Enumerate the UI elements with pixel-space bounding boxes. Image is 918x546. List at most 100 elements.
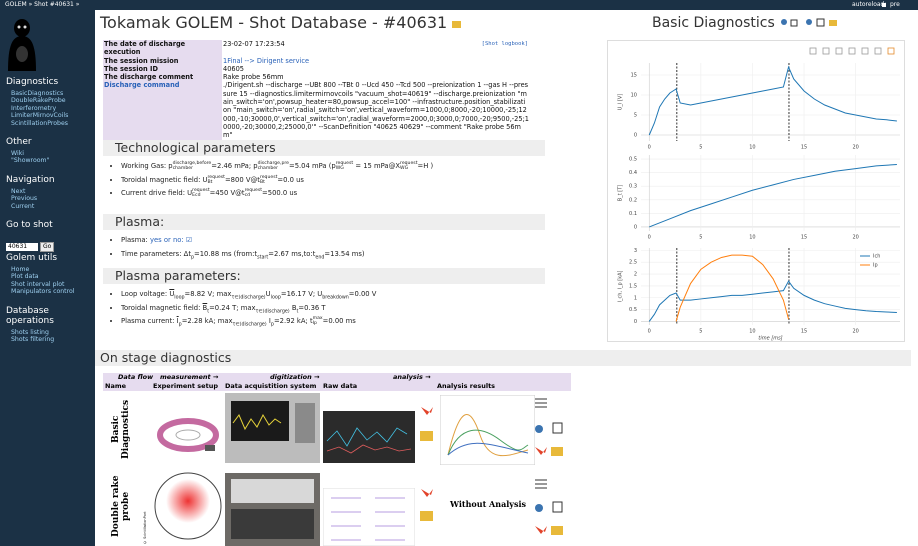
subscript: chamber [173,166,212,171]
x-axis-label: time [ms] [758,336,782,342]
column-header: Analysis results [437,382,495,391]
modebar-button[interactable] [810,48,816,54]
x-tick-label: 0 [648,235,651,241]
flow-label: measurement → [160,373,218,382]
subscript: Bt [208,180,225,185]
y-tick-label: 2.5 [629,260,637,266]
go-button[interactable]: Go [40,242,54,252]
x-tick-label: 20 [852,329,858,335]
modebar-button[interactable] [836,48,842,54]
info-label: The date of discharge execution [103,40,222,57]
sidebar-link[interactable]: Shot interval plot [11,281,95,288]
text: =0.00 ms [323,317,356,325]
text: B [290,304,297,312]
setup-image [153,466,223,546]
text: =H ) [418,162,434,170]
text: Current drive field: U [121,189,192,197]
row-name: Basic Diagnostics [111,393,141,465]
x-tick-label: 10 [749,145,755,151]
info-label: The session ID [103,65,222,73]
shot-input[interactable]: 40631 [6,243,38,251]
series-line [649,165,897,227]
info-value: Rake probe 56mm [222,73,530,81]
sidebar-link[interactable]: Plot data [11,273,95,280]
section-heading: Plasma parameters: [103,268,545,284]
bullet-list: Working Gas: pdischarge,beforechamber=2.… [103,160,433,201]
x-tick-label: 5 [699,329,702,335]
x-tick-label: 20 [852,235,858,241]
folder-icon[interactable] [452,21,461,28]
sidebar-link[interactable]: Manipulators control [11,288,95,295]
text: =0.00 V [349,290,377,298]
text[interactable]: yes or no: ☑ [150,236,192,244]
sidebar-link[interactable]: Shots listing [11,329,95,336]
image-credit: © ScintillationPort [143,475,147,544]
sidebar-link[interactable]: Previous [11,195,95,202]
sidebar-link[interactable]: Interferometry [11,105,95,112]
modebar-button[interactable] [875,48,881,54]
modebar-button[interactable] [862,48,868,54]
sup-sub: requestBt [260,175,277,185]
action-icons[interactable] [533,395,571,465]
subscript: τ∈⟨discharge⟩ [256,309,290,314]
y-tick-label: 0.2 [629,197,637,203]
sup-sub: discharge,prechamber [258,161,289,171]
y-tick-label: 1 [634,295,637,301]
text: Plasma: [121,236,150,244]
text: =500.0 us [262,189,297,197]
info-row: The discharge commentRake probe 56mm [103,73,530,81]
modebar-button[interactable] [888,48,894,54]
sidebar-link[interactable]: Shots filtering [11,336,95,343]
modebar-button[interactable] [823,48,829,54]
subscript: WG [400,166,417,171]
sidebar-link[interactable]: DoubleRakeProbe [11,97,95,104]
bullet-item: Toroidal magnetic field: Bt=0.24 T; maxτ… [121,302,376,316]
text: =0.36 T [298,304,325,312]
bullet-item: Plasma: yes or no: ☑ [121,234,365,248]
source-icons[interactable] [419,485,435,525]
x-tick-label: 15 [801,235,807,241]
row-name: Double rake probe [111,467,141,546]
column-header: Experiment setup [153,382,218,391]
y-tick-label: 0 [634,133,637,139]
autoreload-checkbox[interactable] [882,3,886,7]
basic-diagnostics-title: Basic Diagnostics [652,15,859,31]
info-value-text: 1Final --> Dirigent service [223,57,309,65]
setup-image [153,395,223,465]
sidebar-link[interactable]: ScintillationProbes [11,120,95,127]
sidebar-link[interactable]: BasicDiagnostics [11,90,95,97]
sidebar-link[interactable]: LimiterMirnovCoils [11,112,95,119]
breadcrumb[interactable]: GOLEM » Shot #40631 » [5,0,79,10]
source-icons[interactable] [419,403,435,443]
y-tick-label: 2 [634,272,637,278]
sidebar-heading: Other [6,137,95,147]
sidebar-menu: DiagnosticsBasicDiagnosticsDoubleRakePro… [0,67,95,344]
goto-row: 40631Go [6,233,95,243]
sidebar-link[interactable]: Home [11,266,95,273]
action-icons[interactable] [533,476,571,546]
y-tick-label: 0.5 [629,307,637,313]
sidebar-link[interactable]: "Showroom" [11,157,95,164]
section-title: Technological parameters [115,140,276,155]
text: =0.0 us [277,176,304,184]
top-bar: GOLEM » Shot #40631 » autoreload: pre [0,0,918,10]
subscript: start [257,255,268,260]
flow-label: analysis → [393,373,431,382]
y-tick-label: 0.3 [629,184,637,190]
top-right-text: pre [890,0,900,10]
text: =450 V@t [210,189,245,197]
sidebar-link[interactable]: Wiki [11,150,95,157]
text: =2.67 ms,to:t [268,250,315,258]
series-line [649,67,897,135]
text: Working Gas: p [121,162,173,170]
sidebar-link[interactable]: Next [11,188,95,195]
logbook-link[interactable]: [Shot logbook] [482,40,528,48]
bullet-item: Current drive field: UrequestEcd=450 V@t… [121,187,433,201]
y-tick-label: 0 [634,319,637,325]
sidebar-link[interactable]: Current [11,203,95,210]
page-title-text: Tokamak GOLEM - Shot Database - #40631 [100,13,447,32]
subscript: Ecd [192,193,209,198]
modebar-button[interactable] [849,48,855,54]
